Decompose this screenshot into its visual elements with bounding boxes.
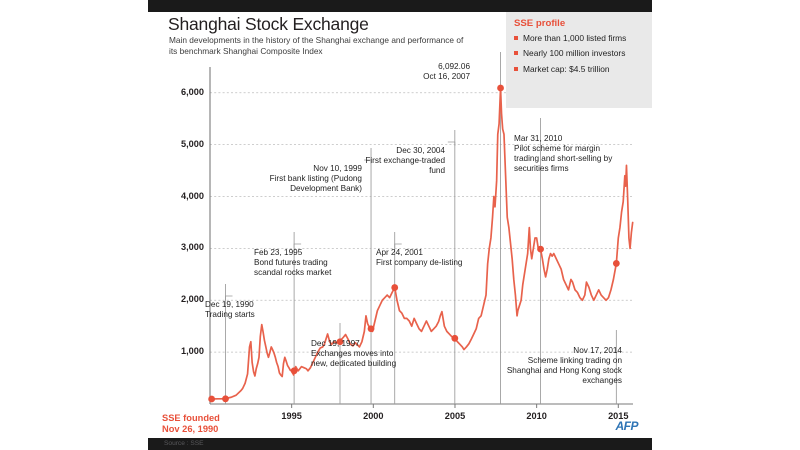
annotation-date: Dec 19, 1997 [311,339,360,348]
annotation-text: First bank listing (Pudong Development B… [269,173,362,193]
annotation-date: Dec 30, 2004 [396,146,445,155]
annotation-text: Scheme linking trading on Shanghai and H… [506,355,622,385]
annotation-text: First company de-listing [376,257,463,267]
event-marker-dot [290,367,298,375]
annotation-date: Feb 23, 1995 [254,248,303,257]
annotation-text: Bond futures trading scandal rocks marke… [254,257,332,277]
page-subtitle: Main developments in the history of the … [169,35,464,56]
x-axis-tick-label: 2015 [608,411,629,421]
annotation-connector [225,295,233,300]
x-axis-tick-label: 2005 [444,411,466,421]
bottom-letterbox-bar [0,438,800,450]
annotation-text: Pilot scheme for margin trading and shor… [514,143,613,173]
annotation-stock-connect: Nov 17, 2014 Scheme linking trading on S… [500,346,622,386]
profile-item-label: Market cap: $4.5 trillion [523,63,610,74]
event-marker-dot [208,395,216,403]
bullet-square-icon [514,66,518,71]
annotation-connector [293,243,302,248]
sse-founded-label: SSE founded Nov 26, 1990 [162,413,220,435]
founded-line-2: Nov 26, 1990 [162,424,219,435]
index-line-series [209,87,634,400]
annotation-exchange-new-building: Dec 19, 1997 Exchanges moves into new, d… [311,339,407,369]
profile-item-label: Nearly 100 million investors [523,48,626,59]
event-marker-dot [391,284,399,291]
annotation-connector [447,141,456,146]
annotation-text: Trading starts [205,309,255,319]
profile-item-listed-firms: More than 1,000 listed firms [514,33,645,43]
profile-item-label: More than 1,000 listed firms [523,33,627,43]
event-marker-dot [612,260,620,267]
bullet-square-icon [514,51,518,56]
profile-item-market-cap: Market cap: $4.5 trillion [514,64,645,74]
annotation-date: Dec 19, 1990 [205,300,254,309]
annotation-first-de-listing: Apr 24, 2001 First company de-listing [376,248,464,268]
sse-profile-title: SSE profile [514,18,566,29]
annotation-bond-futures-scandal: Feb 23, 1995 Bond futures trading scanda… [254,248,342,278]
source-label: Source : SSE [164,440,204,447]
event-marker-dot [451,334,459,342]
page-title: Shanghai Stock Exchange [168,14,369,34]
left-margin [0,0,148,450]
sse-profile-panel: SSE profile More than 1,000 listed firms… [506,12,652,108]
y-axis-tick-label: 5,000 [181,138,204,149]
annotation-text: Exchanges moves into new, dedicated buil… [311,348,397,368]
annotation-date: Mar 31, 2010 [514,134,563,143]
bullet-square-icon [514,36,518,40]
annotation-first-bank-listing: Nov 10, 1999 First bank listing (Pudong … [258,164,362,194]
event-marker-dot [537,245,544,253]
profile-item-investors: Nearly 100 million investors [514,48,645,58]
y-axis-tick-label: 4,000 [181,190,204,201]
annotation-text: First exchange-traded fund [365,155,445,175]
annotation-date: Apr 24, 2001 [376,248,423,257]
annotation-date: Nov 17, 2014 [573,346,622,355]
founded-line-1: SSE founded [162,413,220,423]
annotation-trading-starts: Dec 19, 1990 Trading starts [205,300,297,320]
peak-callout: 6,092.06 Oct 16, 2007 [360,62,470,82]
event-marker-dot [222,395,229,403]
annotation-margin-trading-pilot: Mar 31, 2010 Pilot scheme for margin tra… [514,134,622,174]
x-axis-tick-label: 2000 [363,411,384,421]
event-marker-dot [367,325,375,333]
annotation-first-etf: Dec 30, 2004 First exchange-traded fund [353,146,445,176]
annotation-date: Nov 10, 1999 [313,164,362,173]
annotation-connector [394,243,402,248]
afp-logo: AFP [615,419,639,433]
right-margin [652,0,800,450]
event-marker-dot [336,338,344,346]
infographic-sheet: 1,000 2,000 3,000 4,000 5,000 6,000 1995 2000 20… [148,12,652,447]
y-axis-tick-label: 1,000 [181,346,204,357]
chart-plot-area: 1,000 2,000 3,000 4,000 5,000 6,000 1995 2000 20… [148,12,652,438]
y-axis-tick-label: 2,000 [181,294,204,305]
annotation-connector [364,159,372,164]
x-axis-tick-label: 2010 [526,411,547,421]
top-letterbox-bar [0,0,800,12]
y-axis-tick-label: 6,000 [181,86,204,97]
chart-svg [208,52,634,408]
y-axis-tick-label: 3,000 [181,242,204,253]
peak-date: Oct 16, 2007 [423,71,470,81]
x-axis-tick-label: 1995 [281,411,302,421]
event-marker-dot [497,84,504,92]
peak-value: 6,092.06 [438,62,470,71]
